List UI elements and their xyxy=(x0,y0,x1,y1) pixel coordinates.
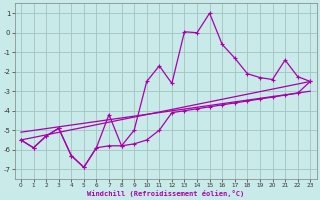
X-axis label: Windchill (Refroidissement éolien,°C): Windchill (Refroidissement éolien,°C) xyxy=(87,190,244,197)
